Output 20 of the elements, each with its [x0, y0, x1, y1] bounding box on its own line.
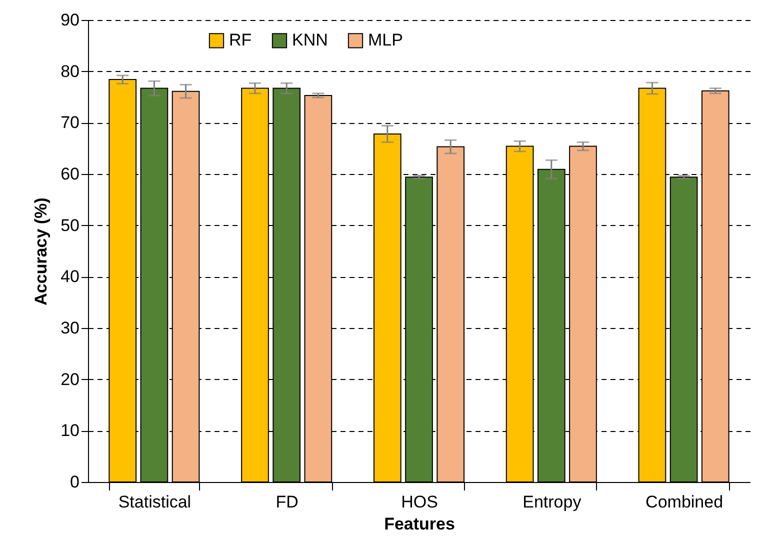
x-tick-label: Combined — [646, 492, 724, 512]
x-tick-label: Entropy — [522, 492, 582, 512]
y-tick-label: 20 — [60, 370, 80, 389]
y-axis-title: Accuracy (%) — [32, 198, 51, 306]
y-tick-label: 60 — [60, 164, 80, 184]
legend-label: KNN — [292, 30, 328, 50]
x-axis-title: Features — [384, 514, 455, 534]
y-tick-label: 0 — [70, 472, 80, 492]
x-tick-label: HOS — [401, 492, 438, 512]
x-tick-label: FD — [276, 492, 298, 512]
y-tick-label: 80 — [60, 62, 80, 81]
y-tick-label: 10 — [60, 421, 80, 440]
y-tick-label: 50 — [60, 216, 80, 235]
y-tick-label: 30 — [60, 318, 80, 338]
x-tick-label: Statistical — [118, 492, 192, 512]
y-tick-label: 70 — [60, 113, 80, 132]
legend-label: MLP — [368, 30, 403, 50]
y-tick-label: 40 — [60, 267, 80, 286]
y-tick-label: 90 — [60, 10, 80, 30]
legend-label: RF — [229, 30, 252, 50]
